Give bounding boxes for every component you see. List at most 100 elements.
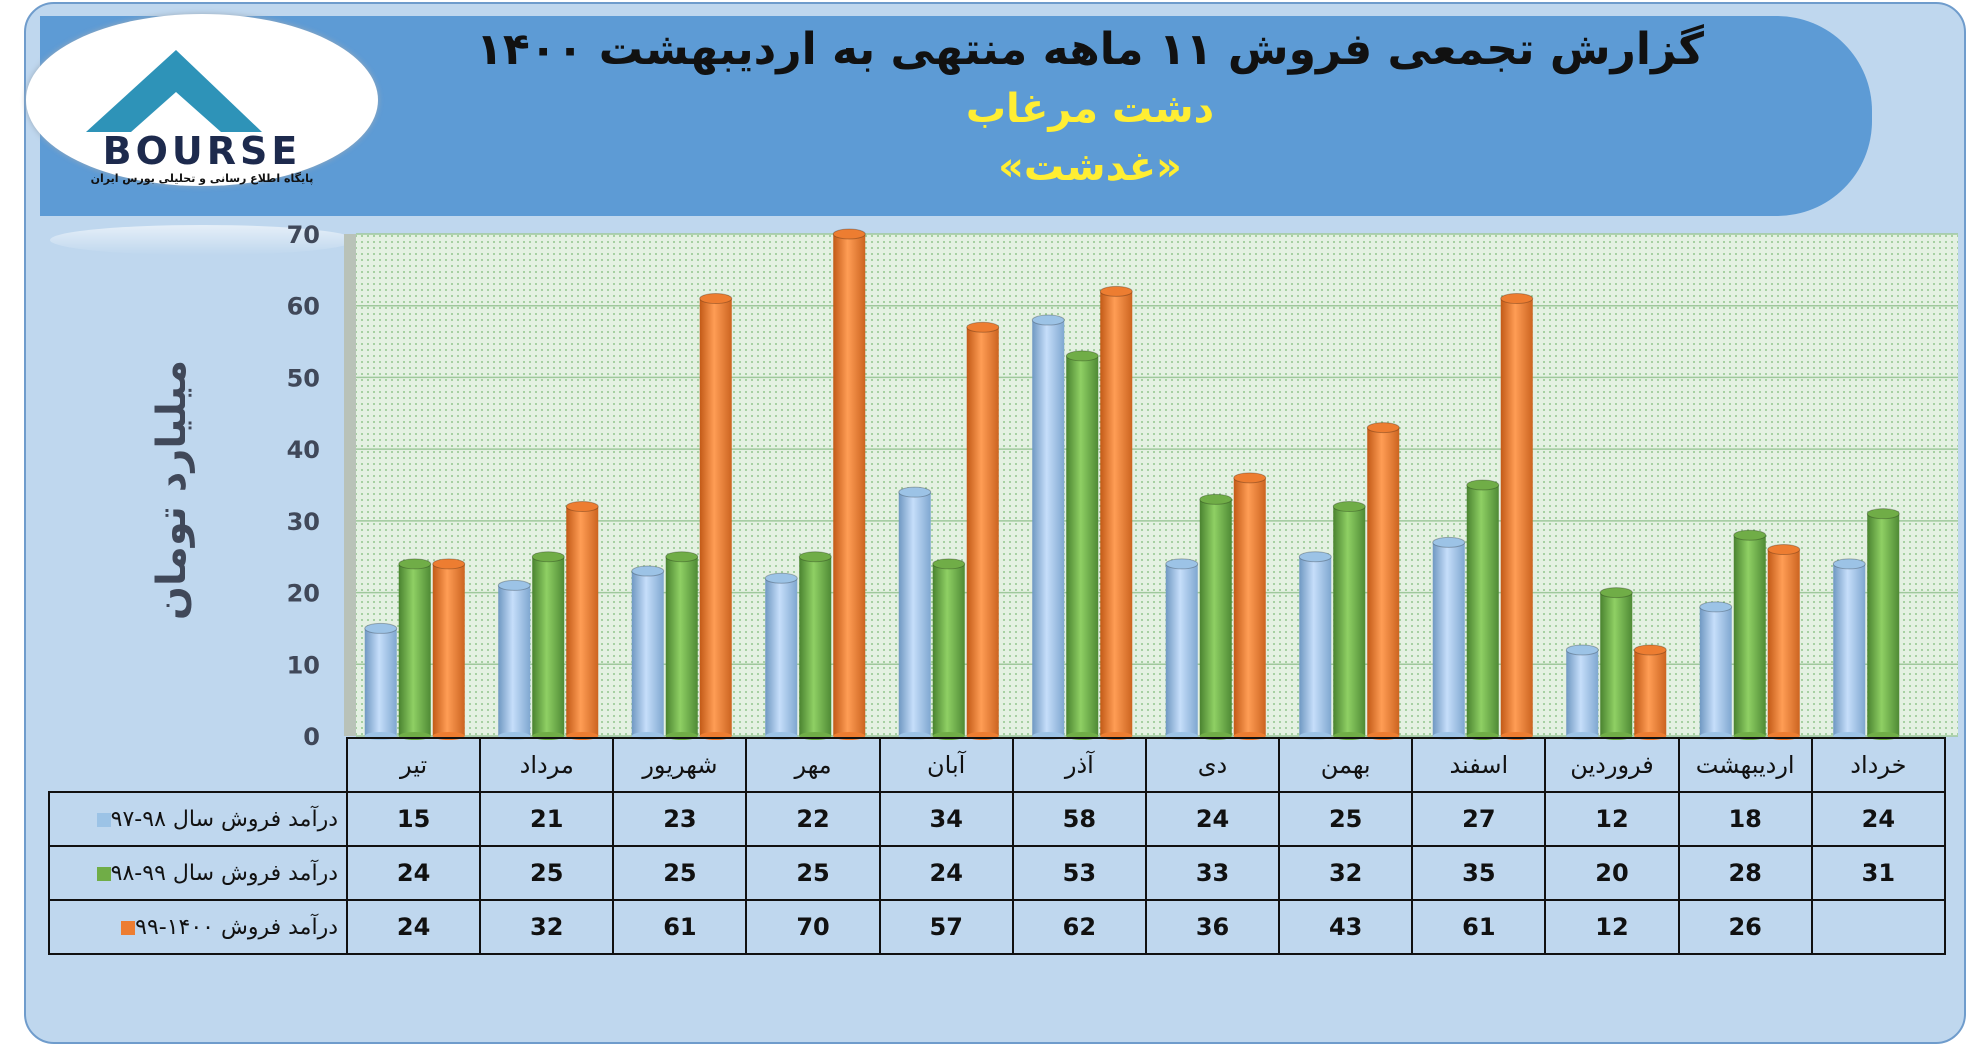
bar-s2-6 — [1199, 493, 1233, 740]
plot-area — [356, 234, 1958, 736]
bars — [364, 228, 1900, 740]
data-label: 35 — [1411, 845, 1547, 901]
data-label: 58 — [1011, 791, 1147, 847]
bar-s2-1 — [531, 551, 565, 740]
bar-s1-7 — [1298, 551, 1332, 740]
bar-s2-3 — [798, 551, 832, 740]
category-label: اسفند — [1411, 737, 1547, 793]
data-label: 25 — [1278, 791, 1414, 847]
data-label: 28 — [1677, 845, 1813, 901]
category-label: شهریور — [612, 737, 748, 793]
data-label: 32 — [479, 899, 615, 955]
bar-s3-2 — [699, 293, 733, 740]
bar-s2-0 — [398, 558, 432, 740]
bar-s1-4 — [898, 486, 932, 740]
y-tick-label: 60 — [287, 293, 320, 321]
bar-s2-5 — [1065, 350, 1099, 740]
data-label: 61 — [612, 899, 748, 955]
bar-s1-9 — [1565, 644, 1599, 740]
category-label: آبان — [878, 737, 1014, 793]
data-label: 22 — [745, 791, 881, 847]
gridlines — [356, 233, 1958, 737]
bar-s2-4 — [932, 558, 966, 740]
y-tick-label: 50 — [287, 364, 320, 392]
series-row-3: درآمد فروش ۱۴۰۰-۹۹ 24 32 61 70 57 62 36 43 61 12 26 — [48, 899, 1947, 955]
legend-swatch — [96, 866, 111, 881]
legend-entry-1: درآمد فروش سال ۹۸-۹۷ — [48, 791, 348, 847]
logo-tagline: پایگاه اطلاع رسانی و تحلیلی بورس ایران — [91, 172, 314, 185]
category-label: آذر — [1011, 737, 1147, 793]
data-label: 26 — [1677, 899, 1813, 955]
bar-s1-5 — [1031, 314, 1065, 740]
y-tick-label: 20 — [287, 580, 320, 608]
legend-entry-2: درآمد فروش سال ۹۹-۹۸ — [48, 845, 348, 901]
y-tick-label: 10 — [287, 651, 320, 679]
bar-s2-9 — [1599, 587, 1633, 740]
data-label: 33 — [1144, 845, 1281, 901]
bar-s3-0 — [432, 558, 466, 740]
bar-s1-6 — [1165, 558, 1199, 740]
data-label: 24 — [345, 845, 482, 901]
data-label: 24 — [345, 899, 482, 955]
y-tick-label: 70 — [287, 221, 320, 249]
data-label: 31 — [1810, 845, 1947, 901]
y-tick-label: 40 — [287, 436, 320, 464]
data-label: 57 — [878, 899, 1014, 955]
legend-label: درآمد فروش سال ۹۸-۹۷ — [110, 806, 338, 832]
company-name: دشت مرغاب — [965, 86, 1215, 132]
bar-s3-3 — [832, 228, 866, 740]
series-row-2: درآمد فروش سال ۹۹-۹۸ 24 25 25 25 24 53 33 32 35 20… — [48, 845, 1947, 901]
data-label: 12 — [1544, 899, 1680, 955]
data-label: 21 — [479, 791, 615, 847]
bar-s1-10 — [1699, 601, 1733, 740]
category-label: بهمن — [1278, 737, 1414, 793]
data-label — [1810, 899, 1947, 955]
data-label: 12 — [1544, 791, 1680, 847]
y-tick-label: 30 — [287, 508, 320, 536]
legend-label: درآمد فروش ۱۴۰۰-۹۹ — [135, 914, 338, 940]
data-label: 70 — [745, 899, 881, 955]
data-label: 27 — [1411, 791, 1547, 847]
bar-s1-11 — [1832, 558, 1866, 740]
legend-entry-3: درآمد فروش ۱۴۰۰-۹۹ — [48, 899, 348, 955]
data-label: 43 — [1278, 899, 1414, 955]
category-label: فروردین — [1544, 737, 1680, 793]
data-label: 18 — [1677, 791, 1813, 847]
bar-s3-5 — [1099, 285, 1133, 740]
bar-s1-2 — [631, 565, 665, 740]
bar-s1-0 — [364, 622, 398, 740]
bar-s1-1 — [497, 579, 531, 740]
category-label: خرداد — [1810, 737, 1947, 793]
data-label: 61 — [1411, 899, 1547, 955]
data-label: 32 — [1278, 845, 1414, 901]
bar-s2-7 — [1332, 501, 1366, 740]
data-label: 24 — [1144, 791, 1281, 847]
data-label: 25 — [612, 845, 748, 901]
category-label: مرداد — [479, 737, 615, 793]
bar-s3-9 — [1633, 644, 1667, 740]
data-label: 23 — [612, 791, 748, 847]
category-label: دی — [1144, 737, 1281, 793]
bar-s2-2 — [665, 551, 699, 740]
report-title: گزارش تجمعی فروش ۱۱ ماهه منتهی به اردیبه… — [476, 24, 1704, 75]
data-label: 20 — [1544, 845, 1680, 901]
ticker-symbol: «غدشت» — [998, 144, 1182, 190]
data-label: 15 — [345, 791, 482, 847]
data-label: 25 — [479, 845, 615, 901]
data-label: 25 — [745, 845, 881, 901]
logo-reflection — [50, 225, 355, 255]
legend-swatch — [121, 920, 136, 935]
bar-s3-7 — [1366, 422, 1400, 740]
bar-s1-3 — [764, 572, 798, 740]
bourse-logo: BOURSE پایگاه اطلاع رسانی و تحلیلی بورس … — [26, 14, 378, 186]
legend-swatch — [96, 812, 111, 827]
bar-s3-1 — [565, 501, 599, 740]
data-label: 62 — [1011, 899, 1147, 955]
bar-s1-8 — [1432, 536, 1466, 740]
plot-side-wall — [344, 234, 356, 736]
category-label: مهر — [745, 737, 881, 793]
data-table: تیر مرداد شهریور مهر آبان آذر دی بهمن اسفند فرورد… — [48, 737, 1947, 955]
data-label: 24 — [878, 845, 1014, 901]
category-label: تیر — [345, 737, 482, 793]
